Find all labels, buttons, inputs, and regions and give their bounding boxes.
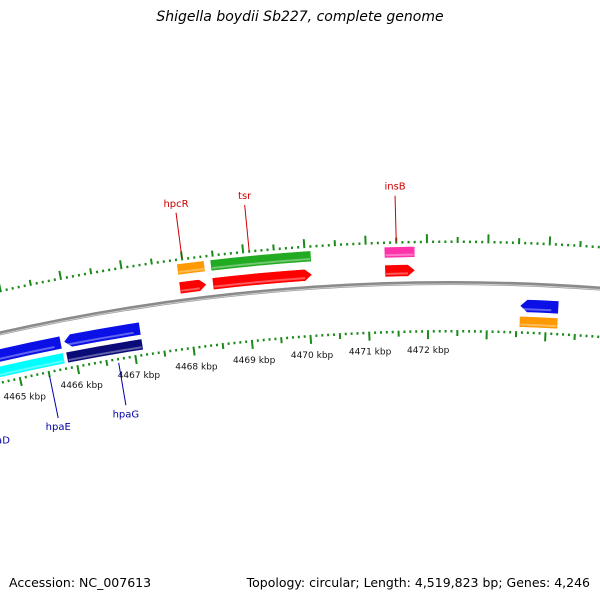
insB-gene-sheen <box>386 272 408 275</box>
hpaE-cds-sheen <box>0 360 64 376</box>
backbone-arc <box>0 281 600 336</box>
reverse-tick <box>280 337 283 344</box>
reverse-tick <box>309 334 313 344</box>
reverse-tick <box>30 374 33 378</box>
backbone-highlight <box>0 283 600 336</box>
tsr-gene-sheen <box>214 277 306 288</box>
forward-gene-label[interactable]: tsr <box>238 191 252 202</box>
forward-tick <box>119 260 123 270</box>
reverse-leader-line <box>49 375 59 419</box>
forward-tick <box>272 244 275 251</box>
forward-leader-line <box>175 212 183 259</box>
reverse-ticks <box>1 329 600 387</box>
page-title: Shigella boydii Sb227, complete genome <box>156 9 444 25</box>
reverse-tick <box>13 378 16 382</box>
forward-gene-label[interactable]: insB <box>384 182 405 193</box>
reverse-tick <box>250 339 254 349</box>
hpaG-cds-block[interactable] <box>65 338 144 364</box>
scale-kbp-label: 4466 kbp <box>60 381 103 391</box>
tsr-cds-sheen <box>212 258 311 269</box>
reverse-tick <box>7 379 10 383</box>
forward-ticks <box>0 234 600 293</box>
reverse-tick <box>105 359 109 367</box>
feature-labels: hpcRtsrinsBhpaHhpaFhpaDhpaEhpaG <box>0 182 406 447</box>
next-gene-gene-sheen <box>520 308 552 312</box>
forward-tick <box>35 281 38 285</box>
hpcR-cds-block[interactable] <box>176 260 206 276</box>
reverse-tick <box>1 380 5 384</box>
reverse-tick <box>41 371 45 375</box>
insB-gene-block[interactable] <box>384 264 416 278</box>
tsr-cds-block[interactable] <box>209 250 312 272</box>
hpaE-gene-block[interactable] <box>0 335 63 366</box>
forward-tick <box>89 268 93 275</box>
insB-cds-sheen <box>385 253 414 257</box>
hpaG-gene-block[interactable] <box>63 321 142 348</box>
reverse-gene-label[interactable]: hpaG <box>113 409 140 420</box>
scale-kbp-label: 4468 kbp <box>175 362 218 372</box>
forward-leader-line <box>394 195 397 242</box>
forward-tick <box>0 283 2 293</box>
scale-kbp-label: 4465 kbp <box>4 393 47 403</box>
forward-gene-label[interactable]: hpcR <box>163 199 188 210</box>
forward-tick <box>23 284 26 288</box>
hpaE-gene-sheen <box>0 346 55 360</box>
tsr-gene-block[interactable] <box>211 268 313 291</box>
reverse-tick <box>163 350 167 357</box>
reverse-tick <box>47 370 51 378</box>
reverse-tick <box>18 376 23 387</box>
forward-tick <box>211 250 214 257</box>
hpaE-cds-block[interactable] <box>0 352 66 382</box>
reverse-tick <box>24 375 28 379</box>
forward-tick <box>28 279 32 286</box>
hpaG-gene-sheen <box>65 331 134 346</box>
forward-tick <box>11 286 14 290</box>
forward-leader-line <box>244 204 250 251</box>
genome-stats-text: Topology: circular; Length: 4,519,823 bp… <box>246 575 590 590</box>
scale-kbp-label: 4467 kbp <box>118 371 161 381</box>
reverse-tick <box>36 373 39 377</box>
insB-cds-block[interactable] <box>383 245 416 259</box>
hpcR-cds-sheen <box>178 268 204 274</box>
scale-kbp-label: 4470 kbp <box>291 351 334 361</box>
next-gene-gene-block[interactable] <box>519 299 560 315</box>
reverse-tick <box>76 365 81 375</box>
hpcR-gene-block[interactable] <box>178 279 208 295</box>
forward-tick <box>17 285 20 289</box>
features <box>0 245 560 382</box>
forward-tick <box>5 288 8 292</box>
reverse-tick <box>53 369 56 373</box>
forward-tick <box>58 270 63 280</box>
reverse-gene-label[interactable]: hpaE <box>46 422 71 433</box>
accession-text: Accession: NC_007613 <box>9 575 152 590</box>
hpaG-cds-sheen <box>68 346 142 362</box>
backbone-group <box>0 281 600 336</box>
reverse-tick <box>221 342 225 350</box>
scale-kbp-label: 4469 kbp <box>233 356 276 366</box>
scale-kbp-label: 4472 kbp <box>407 346 450 356</box>
reverse-tick <box>192 346 196 356</box>
forward-tick <box>149 258 153 265</box>
reverse-tick <box>134 354 138 365</box>
reverse-leader-line <box>118 362 127 406</box>
hpcR-gene-sheen <box>181 287 201 292</box>
scale-kbp-label: 4471 kbp <box>349 348 392 358</box>
next-gene-cds-sheen <box>520 323 557 328</box>
reverse-gene-label[interactable]: hpaD <box>0 436 10 447</box>
forward-tick <box>241 244 245 254</box>
next-gene-cds-block[interactable] <box>518 315 559 330</box>
forward-tick <box>302 239 306 249</box>
